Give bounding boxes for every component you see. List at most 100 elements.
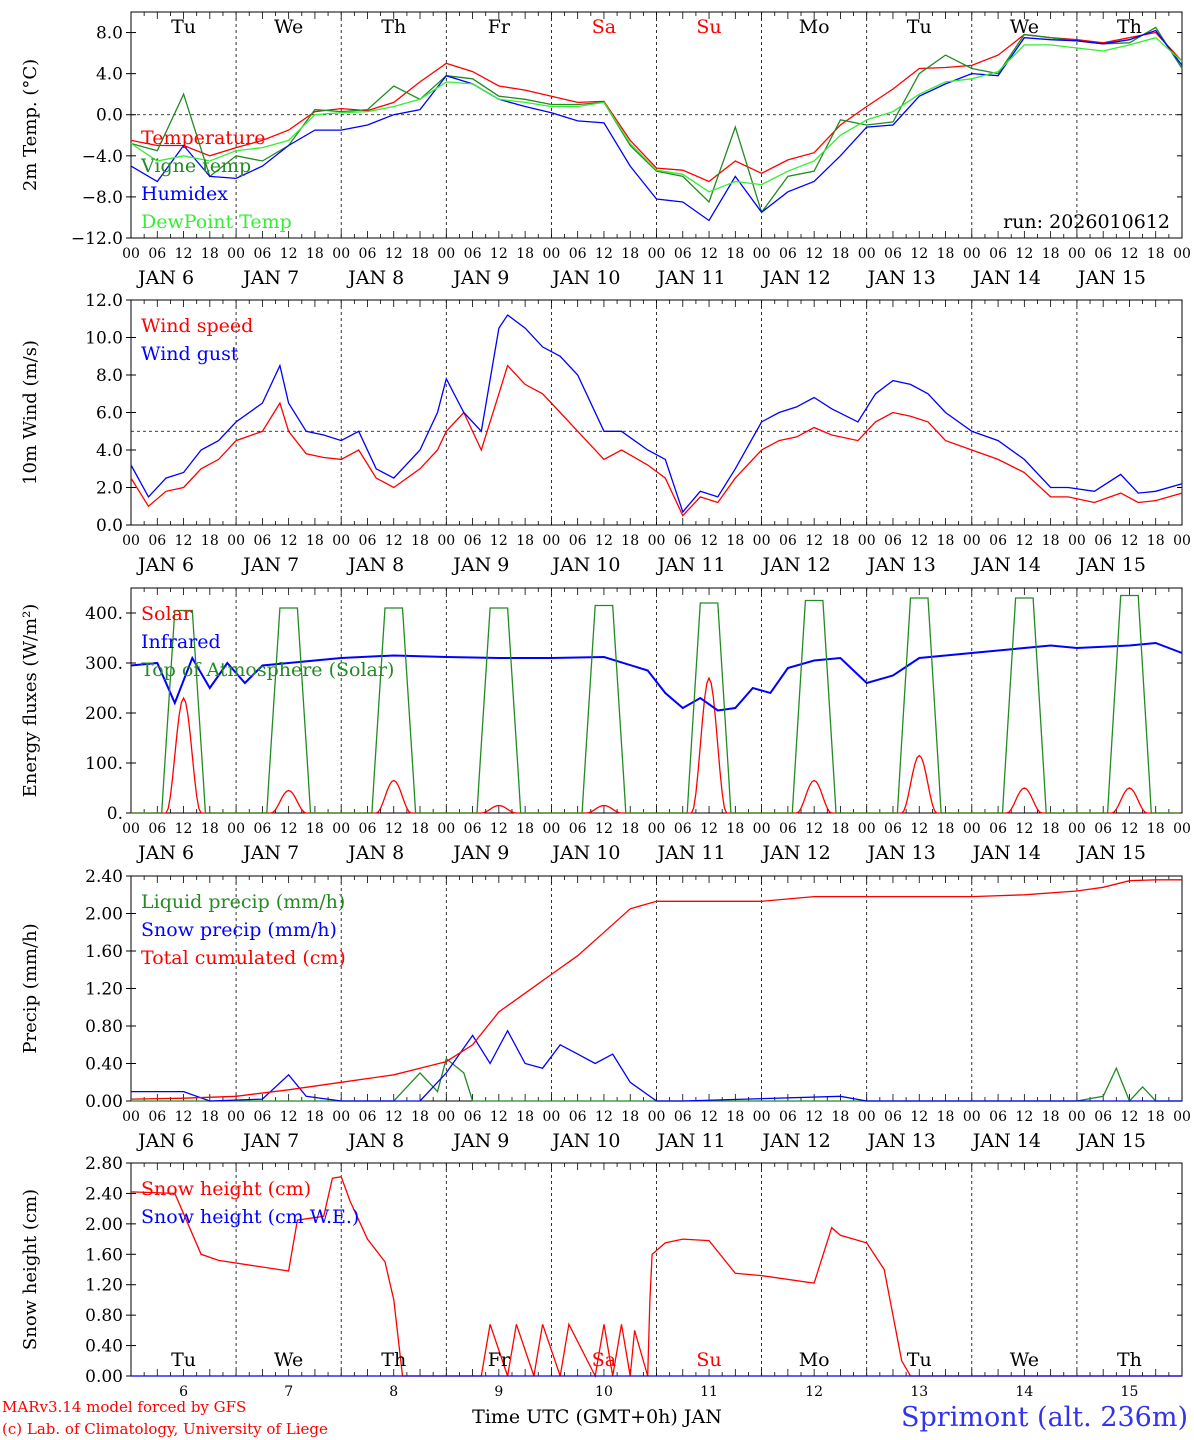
hour-tick-label: 12 (910, 246, 928, 262)
hour-tick-label: 12 (490, 533, 508, 549)
day-label: JAN 9 (451, 842, 509, 864)
hour-tick-label: 00 (858, 533, 876, 549)
hour-tick-label: 18 (306, 533, 324, 549)
y-tick-label: 2.40 (85, 1184, 123, 1204)
hour-tick-label: 12 (595, 821, 613, 837)
hour-tick-label: 06 (359, 246, 377, 262)
hour-tick-label: 18 (832, 246, 850, 262)
y-tick-label: 0.80 (85, 1017, 123, 1037)
hour-tick-label: 12 (490, 1109, 508, 1125)
hour-tick-label: 18 (411, 821, 429, 837)
hour-tick-label: 00 (963, 1109, 981, 1125)
y-tick-label: 0.40 (85, 1337, 123, 1357)
hour-tick-label: 18 (411, 1109, 429, 1125)
weekday-label: Fr (488, 16, 511, 38)
hour-tick-label: 00 (858, 246, 876, 262)
plot-frame (130, 299, 1183, 526)
day-label: JAN 10 (550, 842, 620, 864)
weekday-label: Th (1117, 16, 1142, 38)
hour-tick-label: 00 (963, 246, 981, 262)
weekday-label: Tu (907, 1349, 932, 1371)
y-tick-label: 1.60 (85, 1245, 123, 1265)
weekday-label: Mo (799, 16, 830, 38)
hour-tick-label: 12 (385, 533, 403, 549)
day-label: JAN 12 (761, 842, 831, 864)
hour-tick-label: 12 (280, 246, 298, 262)
hour-tick-label: 18 (726, 1109, 744, 1125)
hour-tick-label: 06 (884, 821, 902, 837)
y-tick-label: 100. (85, 754, 123, 774)
hour-tick-label: 06 (464, 533, 482, 549)
y-tick-label: −12.0 (71, 229, 123, 249)
day-label: JAN 10 (550, 267, 620, 289)
hour-tick-label: 00 (963, 533, 981, 549)
hour-tick-label: 06 (989, 246, 1007, 262)
hour-tick-label: 12 (700, 533, 718, 549)
y-tick-label: 1.20 (85, 980, 123, 1000)
hour-tick-label: 12 (280, 821, 298, 837)
hour-tick-label: 06 (148, 246, 166, 262)
weekday-label: Su (696, 16, 721, 38)
legend-entry: Liquid precip (mm/h) (141, 891, 345, 913)
day-label: JAN 12 (761, 1130, 831, 1152)
day-label: JAN 9 (451, 1130, 509, 1152)
weekday-label: Su (696, 1349, 721, 1371)
hour-tick-label: 18 (516, 1109, 534, 1125)
hour-tick-label: 00 (648, 1109, 666, 1125)
hour-tick-label: 12 (595, 1109, 613, 1125)
legend-entry: Snow height (cm W.E.) (141, 1206, 359, 1228)
day-label: JAN 10 (550, 1130, 620, 1152)
series-line (131, 676, 1180, 814)
hour-tick-label: 00 (648, 821, 666, 837)
panel-4 (126, 875, 1183, 1103)
hour-tick-label: 00 (858, 1109, 876, 1125)
legend-entry: Top of Atmosphere (Solar) (141, 659, 394, 681)
hour-tick-label: 12 (595, 246, 613, 262)
hour-tick-label: 00 (437, 533, 455, 549)
hour-tick-label: 06 (1094, 246, 1112, 262)
day-label: JAN 6 (136, 1130, 194, 1152)
hour-tick-label: 12 (1121, 533, 1139, 549)
weekday-label: We (1010, 16, 1039, 38)
plot-frame (130, 587, 1183, 814)
hour-tick-label: 06 (569, 533, 587, 549)
hour-tick-label: 00 (437, 821, 455, 837)
hour-tick-label: 18 (516, 246, 534, 262)
hour-tick-label: 06 (359, 821, 377, 837)
hour-tick-label: 18 (726, 821, 744, 837)
day-label: JAN 11 (655, 842, 725, 864)
hour-tick-label: 12 (175, 821, 193, 837)
hour-tick-label: 18 (937, 1109, 955, 1125)
weekday-label: Fr (488, 1349, 511, 1371)
hour-tick-label: 18 (621, 1109, 639, 1125)
series-line (130, 26, 1183, 214)
hour-tick-label: 00 (1173, 246, 1191, 262)
day-label: JAN 7 (241, 842, 299, 864)
hour-tick-label: 18 (201, 821, 219, 837)
day-tick-label: 6 (179, 1384, 188, 1400)
hour-tick-label: 12 (175, 533, 193, 549)
hour-tick-label: 00 (227, 821, 245, 837)
hour-tick-label: 06 (464, 821, 482, 837)
hour-tick-label: 06 (779, 821, 797, 837)
y-tick-label: 10.0 (85, 329, 123, 349)
y-tick-label: 2.40 (85, 867, 123, 887)
y-tick-label: 400. (85, 604, 123, 624)
hour-tick-label: 18 (832, 1109, 850, 1125)
hour-tick-label: 18 (1042, 821, 1060, 837)
hour-tick-label: 12 (175, 246, 193, 262)
legend-entry: Total cumulated (cm) (141, 947, 346, 969)
y-tick-label: 12.0 (85, 291, 123, 311)
y-tick-label: 1.20 (85, 1276, 123, 1296)
hour-tick-label: 06 (884, 1109, 902, 1125)
day-label: JAN 9 (451, 267, 509, 289)
hour-tick-label: 00 (332, 246, 350, 262)
panel-5 (126, 1162, 1183, 1379)
y-axis-title: 10m Wind (m/s) (20, 340, 41, 485)
hour-tick-label: 12 (700, 821, 718, 837)
x-axis-title: Time UTC (GMT+0h) JAN (472, 1406, 722, 1428)
panel-2 (126, 299, 1183, 526)
panel-1 (126, 11, 1183, 239)
hour-tick-label: 06 (148, 821, 166, 837)
